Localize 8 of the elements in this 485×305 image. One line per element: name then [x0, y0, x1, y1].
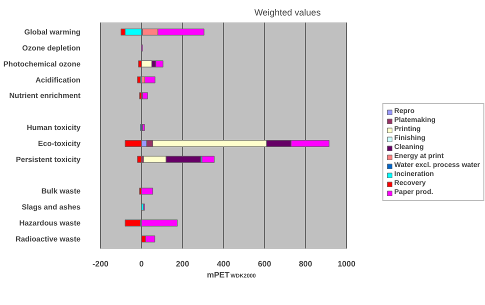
x-tick-label: 200 — [176, 260, 190, 268]
x-tick-label: 600 — [258, 260, 272, 268]
x-tick-label: 0 — [139, 260, 144, 268]
x-tick-label: 400 — [216, 260, 231, 268]
x-tick-label: 800 — [298, 260, 313, 268]
chart-title: Weighted values — [254, 8, 322, 18]
x-tick-label: 1000 — [338, 260, 356, 268]
x-tick-label: -200 — [92, 260, 110, 268]
